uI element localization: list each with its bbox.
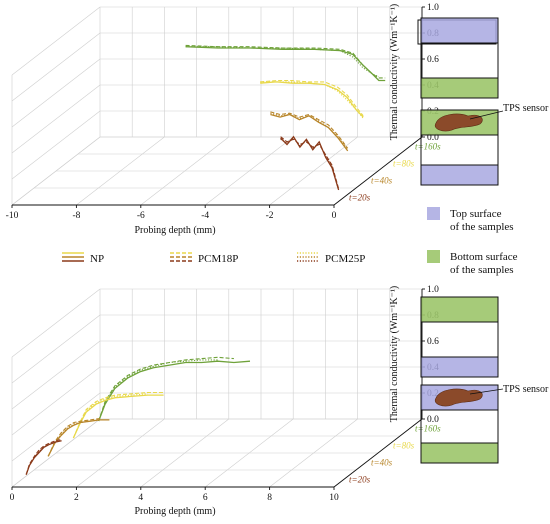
x-tick-label: -2 bbox=[266, 211, 274, 221]
time-label: t=40s bbox=[371, 176, 393, 186]
chart-legend: NP PCM18P PCM25P bbox=[62, 252, 365, 265]
series-line-pcm25p bbox=[185, 46, 380, 78]
x-tick-label: 6 bbox=[203, 493, 208, 503]
cube4-lower-face bbox=[420, 442, 499, 464]
series-line-np bbox=[185, 46, 386, 82]
top-chart: -10-8-6-4-20 0.00.20.40.60.81.0 t=160st=… bbox=[6, 3, 441, 236]
time-label: t=20s bbox=[349, 475, 371, 485]
x-tick-label: 0 bbox=[10, 493, 15, 503]
tps-sensor-label-bottom: TPS sensor bbox=[503, 384, 549, 395]
cube3-top-face bbox=[420, 296, 499, 323]
top-surface-label-1: Top surface bbox=[450, 208, 502, 220]
series-line-pcm18p bbox=[270, 111, 349, 149]
time-label: t=40s bbox=[371, 458, 393, 468]
series-line-pcm25p bbox=[98, 359, 218, 422]
y-tick-label: 1.0 bbox=[427, 285, 439, 295]
top-x-axis-label: Probing depth (mm) bbox=[134, 225, 215, 236]
series-line-pcm25p bbox=[270, 112, 349, 150]
series-line-pcm18p bbox=[25, 438, 62, 475]
series-line-np bbox=[98, 360, 251, 422]
cube2-lower-face bbox=[420, 164, 499, 186]
top-series bbox=[185, 44, 386, 191]
x-tick-label: -10 bbox=[6, 211, 19, 221]
time-label: t=80s bbox=[393, 159, 415, 169]
bottom-surface-label-1: Bottom surface bbox=[450, 251, 518, 263]
top-y-axis-label: Thermal conductivity (Wm⁻¹K⁻¹) bbox=[389, 4, 400, 141]
series-line-pcm18p bbox=[98, 356, 234, 422]
y-tick-label: 1.0 bbox=[427, 3, 439, 13]
bottom-grid bbox=[11, 288, 423, 488]
legend-label: PCM25P bbox=[325, 253, 365, 265]
x-tick-label: 4 bbox=[138, 493, 143, 503]
bottom-y-axis-label: Thermal conductivity (Wm⁻¹K⁻¹) bbox=[389, 286, 400, 423]
tps-sensor-shape-bottom bbox=[434, 388, 483, 407]
series-line-np bbox=[72, 394, 164, 439]
x-tick-label: -6 bbox=[137, 211, 145, 221]
cube-bottom-orientation: TPS sensor bbox=[420, 296, 549, 464]
series-line-pcm25p bbox=[47, 420, 91, 457]
x-tick-label: 10 bbox=[329, 493, 339, 503]
x-tick-label: -8 bbox=[72, 211, 80, 221]
y-tick-label: 0.6 bbox=[427, 337, 439, 347]
time-label: t=80s bbox=[393, 441, 415, 451]
y-tick-label: 0.0 bbox=[427, 133, 439, 143]
cube1-top-face bbox=[420, 17, 499, 44]
tps-sensor-label-top: TPS sensor bbox=[503, 103, 549, 114]
surface-legend: Top surface of the samples Bottom surfac… bbox=[427, 207, 518, 276]
time-label: t=20s bbox=[349, 193, 371, 203]
tps-sensor-shape-top bbox=[434, 113, 483, 132]
time-label: t=160s bbox=[415, 424, 441, 434]
series-line-np bbox=[260, 81, 364, 118]
series-line-pcm25p bbox=[280, 137, 340, 191]
series-line-pcm18p bbox=[185, 44, 386, 79]
legend-label: NP bbox=[90, 253, 104, 265]
x-tick-label: -4 bbox=[201, 211, 209, 221]
x-tick-label: 2 bbox=[74, 493, 79, 503]
bottom-surface-swatch bbox=[427, 250, 440, 263]
legend-label: PCM18P bbox=[198, 253, 238, 265]
bottom-surface-label-2: of the samples bbox=[450, 264, 514, 276]
top-grid bbox=[11, 6, 423, 206]
bottom-x-ticks: 0 2 4 6 8 10 bbox=[10, 487, 339, 503]
cube3-bottom-face bbox=[420, 356, 499, 378]
series-line-pcm18p bbox=[72, 391, 164, 439]
series-line-pcm25p bbox=[72, 393, 148, 439]
bottom-axes bbox=[12, 289, 423, 488]
top-axes bbox=[12, 7, 423, 206]
time-label: t=160s bbox=[415, 142, 441, 152]
x-tick-label: 0 bbox=[332, 211, 337, 221]
tps-leader-top bbox=[469, 110, 504, 120]
tps-leader-bottom bbox=[469, 388, 504, 395]
cube-top-orientation: TPS sensor bbox=[420, 17, 549, 186]
series-line-np bbox=[25, 440, 62, 475]
cube1-bottom-face bbox=[420, 77, 499, 99]
series-line-pcm18p bbox=[47, 418, 100, 457]
top-surface-label-2: of the samples bbox=[450, 221, 514, 233]
bottom-series bbox=[25, 356, 251, 475]
y-tick-label: 0.0 bbox=[427, 415, 439, 425]
bottom-x-axis-label: Probing depth (mm) bbox=[134, 506, 215, 517]
series-line-pcm25p bbox=[260, 81, 364, 119]
x-tick-label: 8 bbox=[267, 493, 272, 503]
top-surface-swatch bbox=[427, 207, 440, 220]
series-line-pcm18p bbox=[260, 80, 364, 117]
y-tick-label: 0.6 bbox=[427, 55, 439, 65]
top-x-ticks: -10 -8 -6 -4 -2 0 bbox=[6, 205, 337, 221]
